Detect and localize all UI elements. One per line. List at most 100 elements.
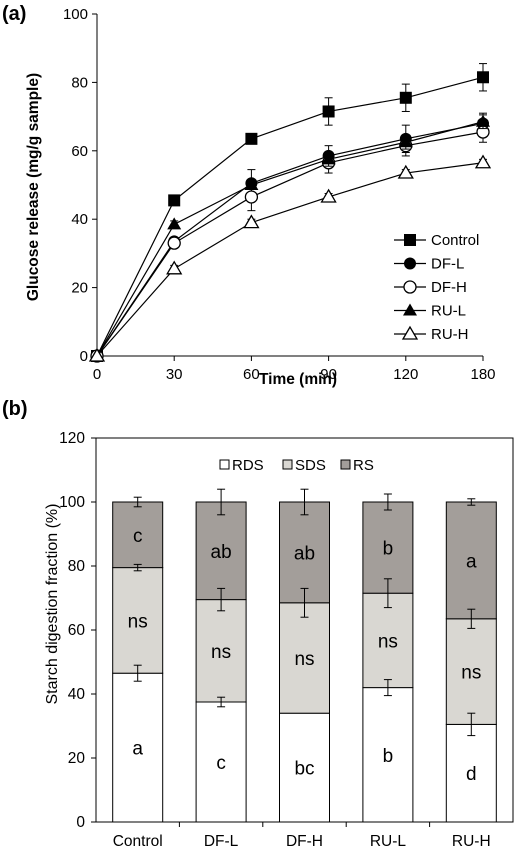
data-point-ru-h: [474, 154, 492, 169]
significance-letter: ns: [211, 642, 231, 663]
series-line-ru-h: [96, 162, 484, 357]
bar-segment-rds: [279, 712, 330, 823]
legend-label: DF-L: [431, 256, 464, 273]
data-point-ru-h: [397, 164, 414, 179]
data-point-ru-l: [167, 217, 182, 230]
data-point-control: [399, 91, 412, 104]
significance-letter: b: [383, 539, 394, 560]
data-point-df-h: [244, 190, 259, 204]
panel-a-label: (a): [2, 3, 26, 25]
significance-letter: c: [133, 526, 143, 547]
bar-group-control: a ns c: [112, 496, 164, 823]
panel-b-x-tick-label: DF-L: [204, 833, 239, 850]
significance-letter: a: [466, 551, 477, 572]
data-point-ru-h: [88, 347, 106, 362]
bar-segment-sds: [445, 618, 497, 725]
significance-letter: ns: [128, 611, 148, 632]
data-point-ru-h: [166, 260, 183, 275]
bar-group-df-l: c ns ab: [195, 488, 247, 823]
legend-item-rds: RDS: [219, 457, 264, 474]
data-point-control: [168, 194, 181, 207]
legend-label: Control: [431, 232, 479, 249]
bar-segment-rds: [195, 701, 247, 823]
legend-label: RS: [353, 457, 374, 474]
panel-b-y-tick-label: 80: [68, 558, 86, 575]
legend-label: RU-L: [431, 303, 466, 320]
panel-a-axes: 0 20 40 60 80 100 0 30 60 90 120 180: [63, 6, 496, 383]
legend-marker: [404, 234, 416, 246]
data-point-ru-l: [398, 135, 413, 148]
series-line-ru-l: [96, 121, 484, 357]
series-line-df-h: [96, 131, 484, 357]
panel-b-x-tick-label: Control: [113, 833, 163, 850]
legend-item-ru-l: RU-L: [394, 303, 466, 320]
bar-segment-rds: [362, 687, 414, 823]
data-point-ru-h: [243, 214, 260, 229]
data-point-control: [477, 71, 489, 84]
panel-a-series: [88, 63, 492, 363]
panel-a-y-tick-label: 80: [71, 74, 88, 91]
legend-swatch: [282, 459, 293, 470]
legend-swatch: [340, 459, 351, 470]
significance-letter: b: [383, 746, 394, 767]
panel-b-y-tick-label: 40: [68, 686, 86, 703]
legend-marker: [403, 280, 417, 294]
data-point-ru-h: [320, 188, 337, 203]
bar-group-df-h: bc ns ab: [279, 488, 330, 823]
series-line-control: [96, 76, 484, 357]
panel-b-y-tick-label: 120: [59, 430, 85, 447]
panel-a-x-tick-label: 90: [320, 366, 337, 383]
significance-letter: ns: [294, 649, 314, 670]
panel-b-x-tick-label: DF-H: [286, 833, 323, 850]
significance-letter: ns: [378, 631, 398, 652]
legend-item-ru-h: RU-H: [394, 325, 469, 343]
legend-item-df-l: DF-L: [394, 256, 464, 273]
data-point-control: [322, 105, 335, 118]
bar-segment-rs: [279, 501, 330, 604]
panel-b-y-tick-label: 100: [59, 494, 85, 511]
significance-letter: a: [132, 739, 143, 760]
legend-label: RU-H: [431, 326, 469, 343]
series-control: [91, 63, 489, 362]
data-point-df-h: [167, 236, 181, 250]
panel-a-y-tick-label: 100: [63, 6, 88, 23]
panel-a-x-tick-label: 30: [166, 366, 183, 383]
panel-a-y-tick-label: 20: [71, 280, 88, 297]
data-point-ru-l: [244, 178, 259, 190]
panel-a-y-tick-label: 0: [80, 348, 88, 365]
panel-a-x-tick-label: 0: [93, 366, 101, 383]
legend-swatch: [219, 459, 230, 470]
panel-b-y-axis-title: Starch digestion fraction (%): [44, 504, 61, 705]
panel-a-y-tick-label: 40: [71, 211, 88, 228]
panel-a-legend: Control DF-L DF-H RU-L RU-H: [394, 232, 479, 343]
data-point-control: [245, 132, 258, 145]
panel-a-x-tick-label: 120: [393, 366, 418, 383]
legend-item-control: Control: [394, 232, 479, 249]
panel-b-x-tick-label: RU-L: [370, 833, 407, 850]
data-point-ru-l: [476, 114, 490, 127]
panel-a-x-tick-label: 180: [470, 366, 495, 383]
panel-a-x-tick-label: 60: [243, 366, 260, 383]
bar-group-ru-l: b ns b: [362, 493, 414, 823]
significance-letter: bc: [294, 759, 314, 780]
significance-letter: ab: [294, 543, 315, 564]
legend-label: RDS: [232, 457, 264, 474]
data-point-ru-l: [321, 152, 336, 165]
panel-a-x-axis-title: Time (min): [259, 371, 337, 388]
legend-label: SDS: [295, 457, 326, 474]
series-df-l: [91, 112, 489, 362]
panel-b-y-tick-label: 60: [68, 622, 86, 639]
bar-segment-rs: [445, 501, 497, 620]
bar-segment-rs: [195, 501, 247, 601]
panel-a-y-tick-label: 60: [71, 143, 88, 160]
legend-item-sds: SDS: [282, 457, 326, 474]
legend-item-df-h: DF-H: [394, 279, 467, 296]
panel-b-label: (b): [2, 398, 28, 420]
significance-letter: c: [216, 753, 226, 774]
legend-marker: [401, 325, 419, 340]
panel-b-legend: RDS SDS RS: [219, 457, 374, 474]
panel-b-x-tick-label: RU-H: [452, 833, 491, 850]
significance-letter: ab: [211, 542, 232, 563]
series-ru-h: [88, 154, 492, 362]
